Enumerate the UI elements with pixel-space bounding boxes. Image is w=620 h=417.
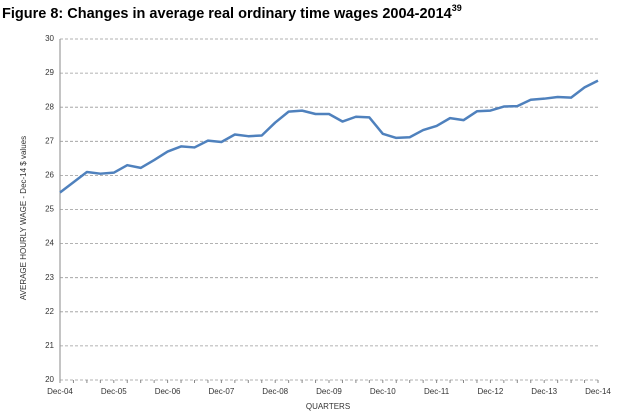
y-tick-label: 25 bbox=[45, 205, 54, 214]
data-line bbox=[59, 79, 599, 194]
y-tick-label: 23 bbox=[45, 273, 54, 282]
y-tick-label: 30 bbox=[45, 34, 54, 43]
y-tick-label: 28 bbox=[45, 102, 54, 111]
x-tick-label: Dec-10 bbox=[370, 387, 396, 396]
title-superscript: 39 bbox=[452, 3, 462, 13]
x-tick-label: Dec-11 bbox=[424, 387, 450, 396]
y-tick-label: 22 bbox=[45, 307, 54, 316]
x-tick-label: Dec-05 bbox=[101, 387, 127, 396]
x-tick-label: Dec-07 bbox=[209, 387, 235, 396]
x-axis-label: QUARTERS bbox=[306, 402, 350, 411]
x-tick-label: Dec-14 bbox=[585, 387, 611, 396]
x-tick-label: Dec-13 bbox=[531, 387, 557, 396]
title-text: Figure 8: Changes in average real ordina… bbox=[2, 6, 452, 22]
y-tick-label: 20 bbox=[45, 375, 54, 384]
x-tick-label: Dec-06 bbox=[155, 387, 181, 396]
y-axis-label: AVERAGE HOURLY WAGE - Dec-14 $ values bbox=[19, 136, 28, 300]
x-tick-label: Dec-09 bbox=[316, 387, 342, 396]
y-tick-label: 27 bbox=[45, 136, 54, 145]
y-tick-label: 21 bbox=[45, 341, 54, 350]
y-tick-label: 24 bbox=[45, 239, 54, 248]
x-tick-label: Dec-08 bbox=[262, 387, 288, 396]
y-tick-label: 26 bbox=[45, 171, 54, 180]
chart-title: Figure 8: Changes in average real ordina… bbox=[2, 3, 462, 21]
y-tick-label: 29 bbox=[45, 68, 54, 77]
x-tick-label: Dec-04 bbox=[47, 387, 73, 396]
x-tick-label: Dec-12 bbox=[478, 387, 504, 396]
